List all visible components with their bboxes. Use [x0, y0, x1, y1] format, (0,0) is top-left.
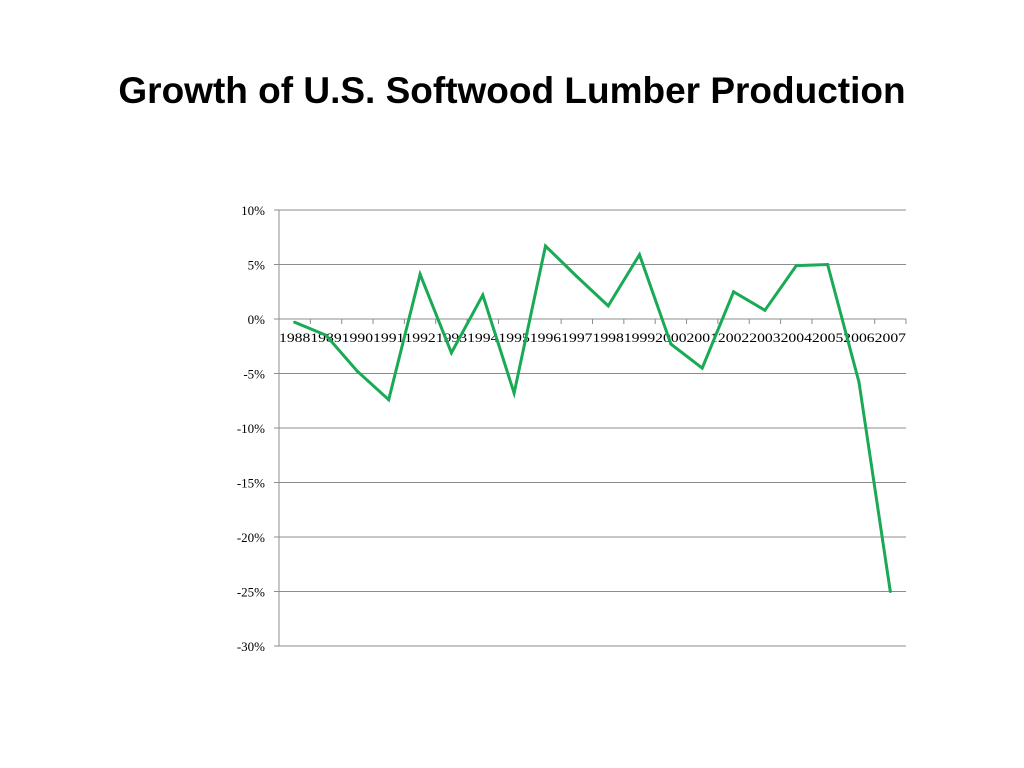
- x-tick-label: 1998: [593, 331, 624, 345]
- data-point: [606, 304, 610, 308]
- series-line: [294, 243, 892, 592]
- data-point: [794, 264, 798, 268]
- data-point: [826, 263, 830, 266]
- y-tick-label: -25%: [237, 585, 265, 600]
- x-tick-label: 1999: [624, 331, 655, 345]
- x-tick-label: 1995: [498, 331, 529, 345]
- y-tick-label: -15%: [237, 476, 265, 491]
- gridlines: [279, 209, 906, 647]
- data-point: [763, 308, 767, 312]
- x-tick-label: 1990: [342, 331, 373, 345]
- x-tick-label: 2003: [749, 331, 780, 345]
- y-tick-label: -20%: [237, 530, 265, 545]
- data-point: [700, 366, 704, 370]
- x-tick-label: 2000: [655, 331, 686, 345]
- data-point: [732, 290, 736, 294]
- axes: [274, 209, 907, 647]
- data-point: [449, 351, 453, 355]
- series-layer: [293, 243, 892, 593]
- data-point: [481, 293, 485, 297]
- data-point: [638, 253, 642, 257]
- x-tick-label: 1992: [404, 331, 435, 345]
- x-tick-label: 2001: [687, 331, 718, 345]
- y-tick-label: -10%: [237, 421, 265, 436]
- data-point: [355, 369, 359, 373]
- y-axis-tick-labels: 10% 5% 0% -5% -10% -15% -20% -25% -30%: [237, 203, 265, 654]
- x-tick-label: 1989: [310, 331, 341, 345]
- data-point: [293, 320, 297, 324]
- x-tick-label: 1996: [530, 331, 561, 345]
- x-tick-label: 1988: [279, 331, 310, 345]
- x-tick-label: 2005: [812, 331, 843, 345]
- data-point: [669, 342, 673, 346]
- data-point: [888, 590, 892, 593]
- x-tick-label: 2006: [843, 331, 874, 345]
- data-point: [857, 380, 861, 384]
- data-point: [512, 391, 516, 395]
- y-tick-label: -5%: [243, 367, 265, 382]
- y-tick-label: 0%: [248, 312, 266, 327]
- x-tick-label: 1997: [561, 331, 592, 345]
- x-axis-tick-labels: 1988 1989 1990 1991 1992 1993 1994 1995 1996 1997…: [279, 331, 906, 345]
- y-tick-label: 5%: [248, 258, 266, 273]
- y-tick-label: 10%: [241, 203, 265, 218]
- x-tick-label: 1994: [467, 331, 499, 345]
- x-tick-label: 2004: [781, 331, 813, 345]
- data-point: [543, 244, 547, 248]
- data-point: [387, 398, 391, 402]
- y-tick-label: -30%: [237, 639, 265, 654]
- data-point: [418, 272, 422, 276]
- x-tick-label: 1991: [373, 331, 404, 345]
- data-point: [324, 333, 328, 337]
- slide-title: Growth of U.S. Softwood Lumber Productio…: [118, 70, 906, 111]
- data-point: [575, 274, 579, 278]
- x-tick-label: 2007: [875, 331, 906, 345]
- x-tick-label: 2002: [718, 331, 749, 345]
